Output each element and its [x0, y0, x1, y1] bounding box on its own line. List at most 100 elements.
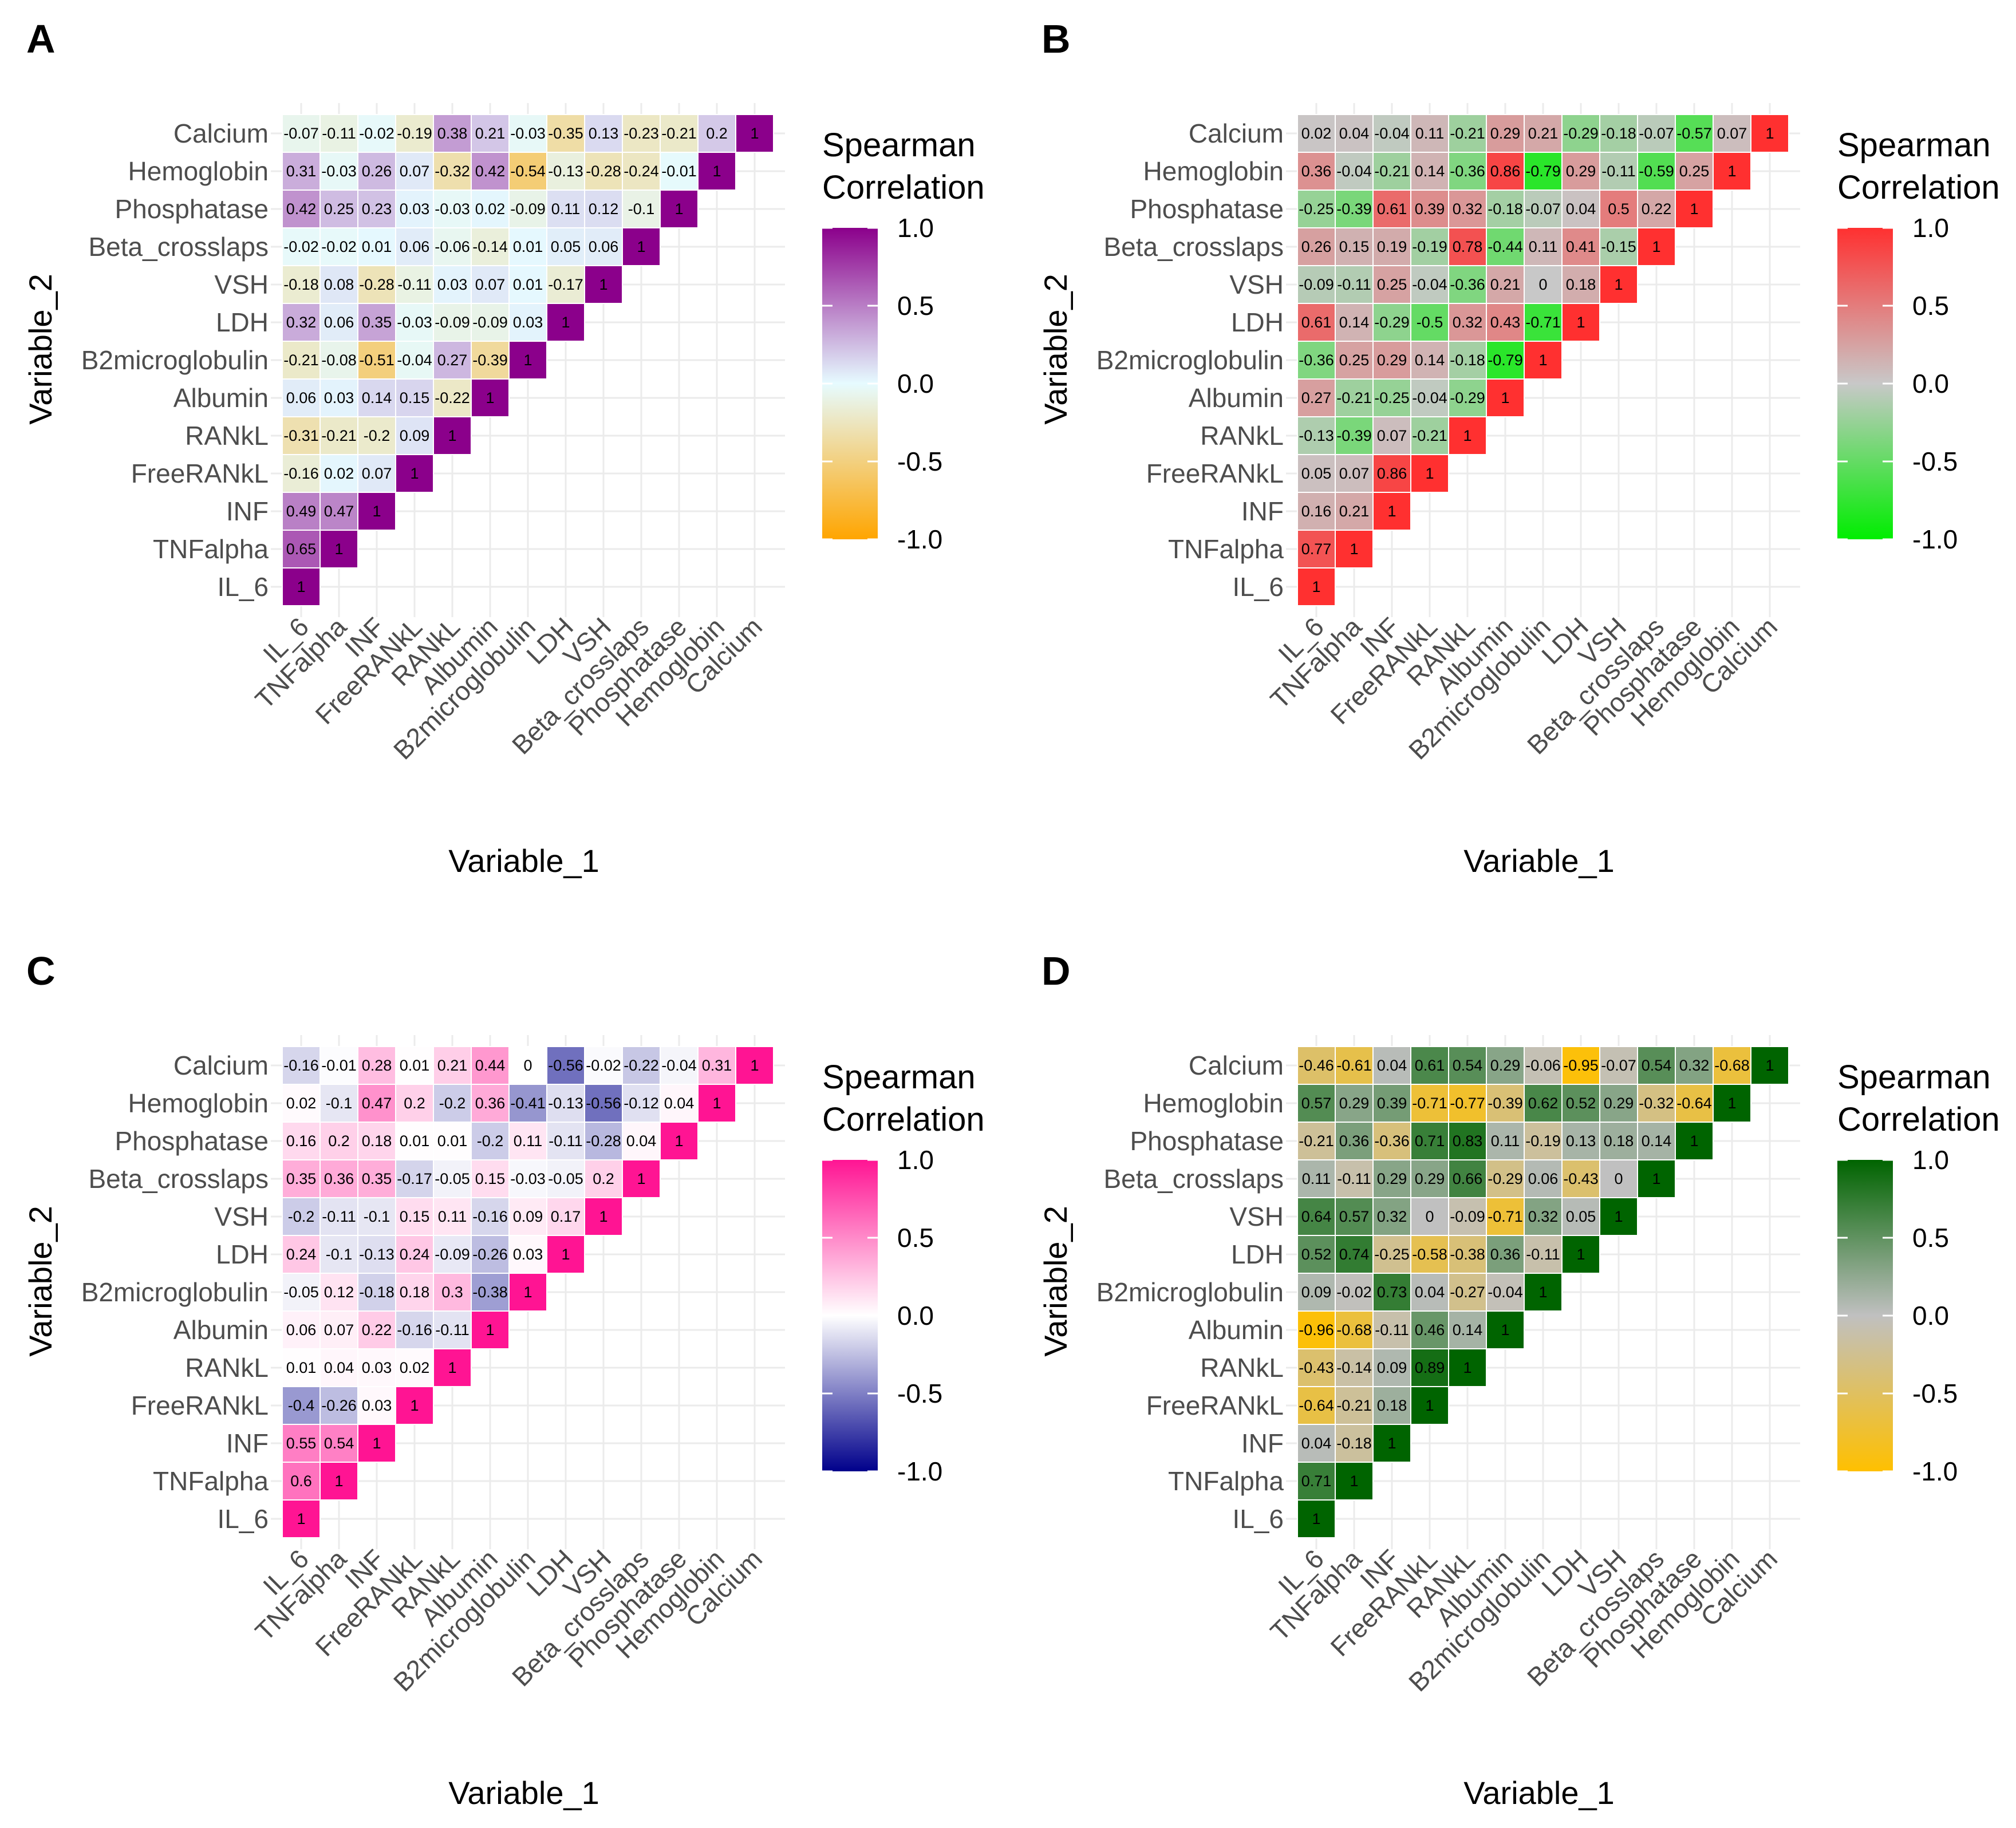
- cell-label: 0.32: [1377, 1208, 1407, 1225]
- cell-label: -0.95: [1563, 1057, 1599, 1074]
- cell-label: 1: [448, 1359, 456, 1376]
- heatmap-cell: [282, 378, 321, 417]
- cell-label: 1: [1765, 125, 1774, 142]
- heatmap-cell: [1372, 1046, 1411, 1085]
- cell-label: 0.2: [404, 1095, 425, 1112]
- heatmap-cell: [735, 1046, 774, 1085]
- cell-label: 1: [1312, 578, 1320, 595]
- cell-label: 0.66: [1453, 1170, 1483, 1187]
- cell-label: -0.04: [1374, 125, 1410, 142]
- heatmap-cell: [546, 189, 585, 228]
- cell-label: -0.32: [435, 163, 470, 180]
- cell-label: 0.05: [1566, 1208, 1596, 1225]
- heatmap-cell: [319, 114, 358, 153]
- cell-label: -0.1: [628, 200, 655, 218]
- colorbar-tick-label: -1.0: [1912, 1456, 1958, 1486]
- cell-label: 1: [1765, 1057, 1774, 1074]
- cell-label: 0.3: [441, 1284, 463, 1301]
- heatmap-cell: [357, 1084, 396, 1123]
- heatmap-cell: [1524, 1235, 1563, 1274]
- cell-label: -0.07: [1525, 200, 1561, 218]
- cell-label: -0.13: [1299, 427, 1334, 444]
- cell-label: -0.18: [359, 1284, 394, 1301]
- cell-label: -0.64: [1676, 1095, 1712, 1112]
- colorbar-tick-label: 0.5: [1912, 1223, 1949, 1253]
- y-tick-label: TNFalpha: [153, 534, 269, 564]
- cell-label: 0.11: [438, 1208, 467, 1225]
- cell-label: -0.17: [397, 1170, 432, 1187]
- heatmap-cell: [319, 1159, 358, 1198]
- panel-D: 10.71 10.04 -0.18 1-0.64 -0.21 0.18 1-0.43 -0.1…: [1037, 949, 2000, 1811]
- heatmap-cell: [1599, 1122, 1638, 1160]
- cell-label: -0.18: [283, 276, 319, 293]
- heatmap-cell: [395, 189, 434, 228]
- cell-label: -0.16: [283, 465, 319, 482]
- cell-label: -0.79: [1525, 163, 1561, 180]
- heatmap-cell: [584, 189, 623, 228]
- heatmap-cell: [319, 1122, 358, 1160]
- heatmap-cell: [433, 189, 472, 228]
- heatmap-cell: [697, 1084, 736, 1123]
- y-tick-label: B2microglobulin: [81, 345, 269, 375]
- cell-label: 0.24: [286, 1246, 317, 1263]
- cell-label: 0.01: [362, 238, 392, 255]
- heatmap-cell: [433, 114, 472, 153]
- heatmap-cell: [1410, 189, 1449, 228]
- cell-label: -0.04: [1412, 389, 1447, 406]
- cell-label: -0.13: [548, 163, 583, 180]
- heatmap-cell: [1599, 1084, 1638, 1123]
- heatmap-cell: [660, 114, 699, 153]
- cell-label: -0.29: [1563, 125, 1599, 142]
- heatmap-cell: [735, 114, 774, 153]
- cell-label: 0.86: [1490, 163, 1521, 180]
- cell-label: 0.35: [362, 314, 392, 331]
- cell-label: 1: [599, 1208, 607, 1225]
- cell-label: 0.18: [400, 1284, 430, 1301]
- heatmap-cell: [1297, 567, 1336, 606]
- cell-label: 1: [750, 1057, 759, 1074]
- heatmap-cell: [1561, 1235, 1600, 1274]
- cell-label: 0.89: [1415, 1359, 1445, 1376]
- cell-label: -0.21: [1374, 163, 1410, 180]
- cell-label: 1: [637, 238, 645, 255]
- cell-label: 0: [1425, 1208, 1434, 1225]
- heatmap-cell: [660, 152, 699, 191]
- y-tick-labels: IL_6 TNFalpha INF FreeRANkL RANkL Albumin B2mi…: [81, 119, 269, 602]
- cell-label: -0.04: [1336, 163, 1372, 180]
- cell-label: -0.13: [359, 1246, 394, 1263]
- cell-label: 0.57: [1301, 1095, 1332, 1112]
- heatmap-cell: [433, 1046, 472, 1085]
- cell-label: -0.46: [1299, 1057, 1334, 1074]
- heatmap-cell: [471, 1197, 510, 1236]
- cell-label: -0.11: [1375, 1321, 1409, 1339]
- heatmap-cell: [1372, 189, 1411, 228]
- heatmap-cell: [319, 1462, 358, 1501]
- heatmap-cell: [1599, 189, 1638, 228]
- y-tick-label: FreeRANkL: [131, 459, 269, 488]
- heatmap-cell: [584, 1159, 623, 1198]
- heatmap-cell: [395, 378, 434, 417]
- heatmap-cell: [282, 492, 321, 531]
- y-tick-label: Calcium: [1189, 119, 1284, 148]
- cell-label: -0.77: [1450, 1095, 1485, 1112]
- cell-label: 1: [712, 163, 721, 180]
- cell-label: -0.11: [549, 1132, 583, 1150]
- cell-label: 0.35: [362, 1170, 392, 1187]
- heatmap-cell: [1335, 1122, 1374, 1160]
- cell-label: 0.36: [324, 1170, 354, 1187]
- colorbar-tick-label: 1.0: [897, 213, 934, 243]
- cell-label: 0.36: [475, 1095, 506, 1112]
- heatmap-cell: [1448, 341, 1487, 380]
- cell-label: -0.21: [321, 427, 357, 444]
- cell-label: 1: [448, 427, 456, 444]
- cell-label: 0.06: [286, 389, 317, 406]
- cell-label: 0.16: [1301, 503, 1332, 520]
- cell-label: 0.11: [1302, 1170, 1331, 1187]
- y-tick-label: FreeRANkL: [1146, 1391, 1284, 1420]
- heatmap-cell: [1637, 1159, 1676, 1198]
- cell-label: 0.11: [1415, 125, 1445, 142]
- heatmap-cell: [1486, 1159, 1525, 1198]
- heatmap-cell: [357, 416, 396, 455]
- colorbar-tick-label: -0.5: [1912, 1379, 1958, 1408]
- cell-label: -0.25: [1374, 1246, 1410, 1263]
